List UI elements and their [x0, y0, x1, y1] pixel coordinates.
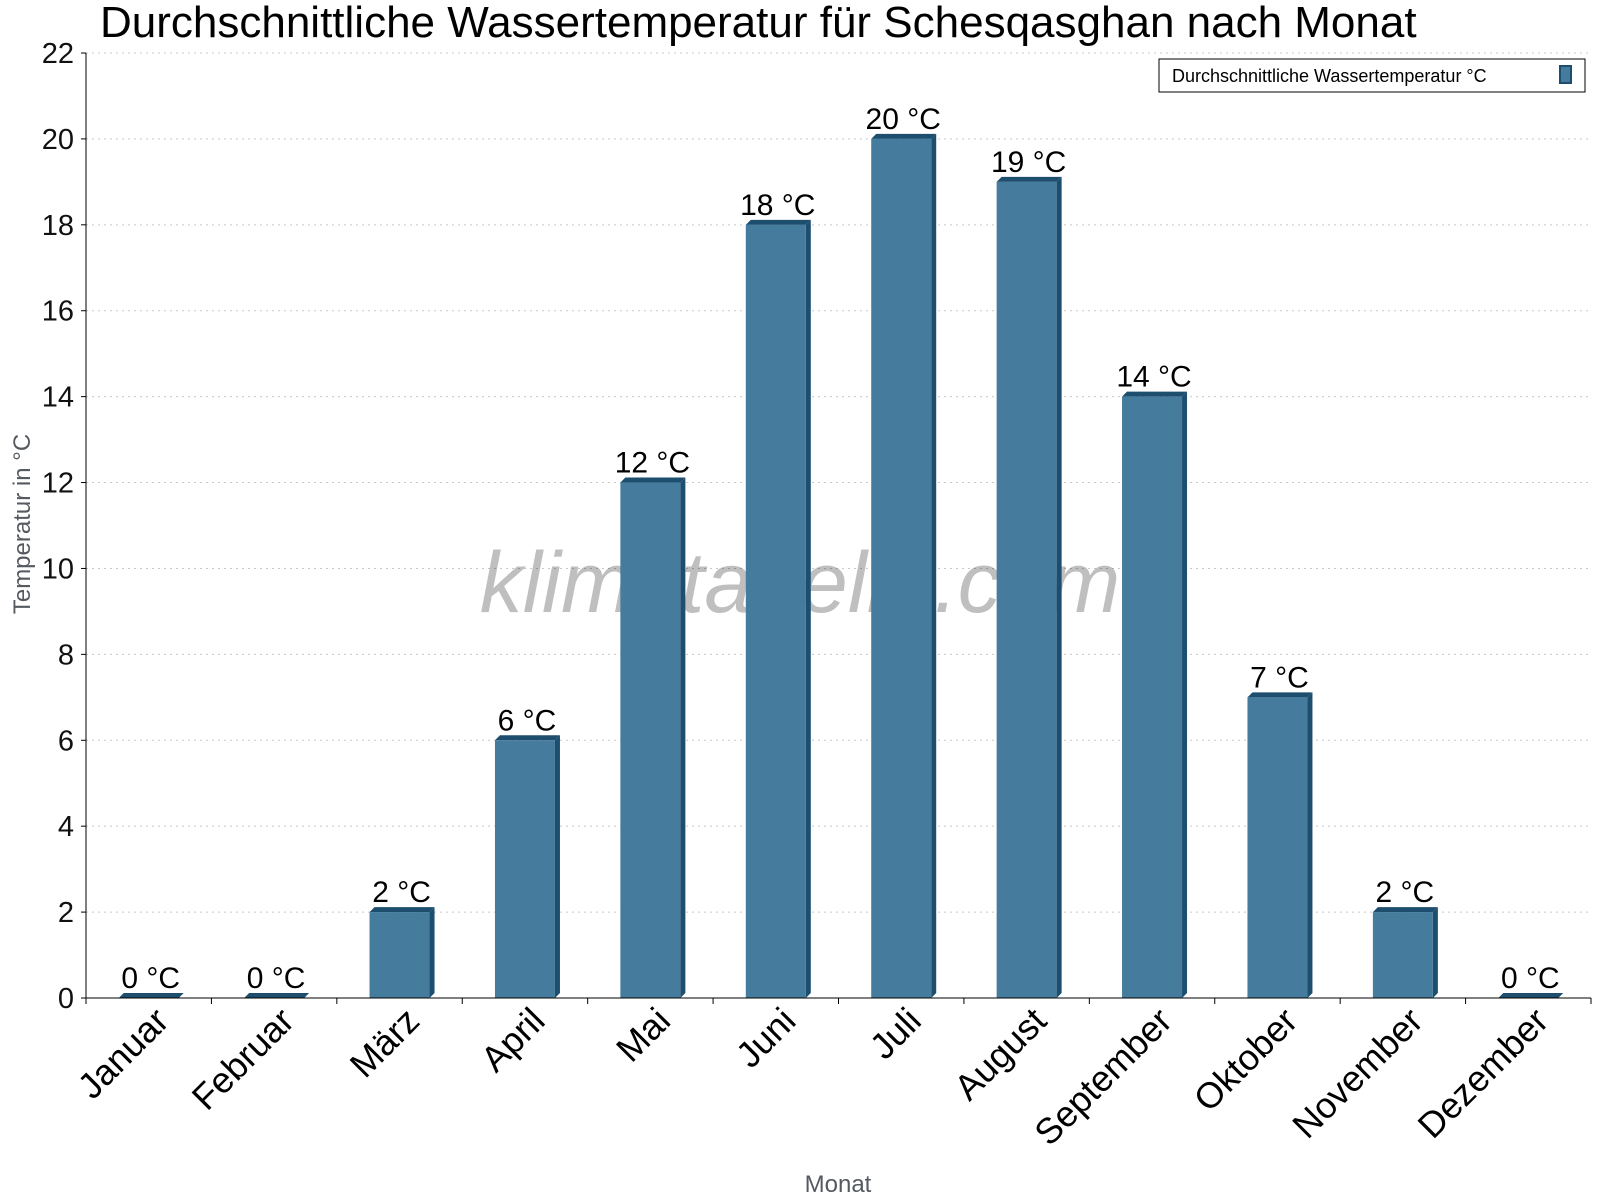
y-tick-label: 14 — [42, 382, 74, 414]
bar — [369, 912, 430, 998]
legend-swatch — [1559, 65, 1572, 84]
x-tick-label: März — [342, 1000, 428, 1086]
x-tick-label: April — [473, 1000, 553, 1080]
data-label: 6 °C — [498, 704, 557, 737]
bar-side — [931, 133, 937, 999]
bar — [745, 224, 806, 998]
x-tick-label: Januar — [70, 1000, 177, 1107]
bar-side — [1432, 907, 1438, 998]
bar-top — [620, 477, 686, 483]
bar — [494, 740, 555, 998]
bar-top — [871, 133, 937, 139]
bar-side — [1307, 692, 1313, 998]
data-label: 18 °C — [740, 189, 815, 222]
bar — [1372, 912, 1433, 998]
y-tick-label: 8 — [58, 639, 74, 671]
x-tick-label: Juni — [728, 1000, 804, 1076]
x-tick-label: August — [946, 1000, 1054, 1108]
axes — [81, 52, 1592, 1004]
y-tick-label: 22 — [42, 38, 74, 70]
y-tick-label: 18 — [42, 210, 74, 242]
data-label: 0 °C — [247, 962, 306, 995]
bar-top — [1372, 907, 1438, 913]
data-label: 14 °C — [1116, 361, 1191, 394]
y-tick-labels: 0 2 4 6 8 10 12 14 16 18 20 22 — [42, 38, 74, 1015]
y-tick-label: 2 — [58, 897, 74, 929]
bar-top — [244, 993, 310, 998]
x-tick-label: Juli — [862, 1000, 929, 1067]
y-tick-label: 20 — [42, 124, 74, 156]
data-label: 20 °C — [866, 103, 941, 136]
data-label: 0 °C — [1501, 962, 1560, 995]
chart-title: Durchschnittliche Wassertemperatur für S… — [100, 0, 1417, 47]
bar-top — [494, 735, 560, 741]
x-axis-title: Monat — [805, 1171, 872, 1198]
y-tick-label: 16 — [42, 296, 74, 328]
bar-side — [554, 735, 560, 998]
bar-side — [680, 477, 686, 999]
x-tick-label: Mai — [608, 1000, 678, 1070]
data-label: 2 °C — [372, 876, 431, 909]
bar-top — [1247, 692, 1313, 698]
bar — [1122, 396, 1183, 998]
y-tick-label: 10 — [42, 553, 74, 585]
data-label: 0 °C — [121, 962, 180, 995]
data-label: 7 °C — [1250, 661, 1309, 694]
y-tick-label: 4 — [58, 811, 74, 843]
bar — [1247, 697, 1308, 998]
legend: Durchschnittliche Wassertemperatur °C — [1158, 58, 1586, 93]
bar-top — [1498, 993, 1564, 998]
data-label: 2 °C — [1376, 876, 1435, 909]
bar-top — [996, 176, 1062, 182]
bar-top — [745, 219, 811, 225]
bar-top — [118, 993, 184, 998]
x-tick-labels: Januar Februar März April Mai Juni Juli AugustS… — [70, 1000, 1556, 1154]
bars — [118, 133, 1564, 999]
bar-side — [805, 219, 811, 998]
y-tick-label: 6 — [58, 725, 74, 757]
legend-box — [1158, 58, 1586, 93]
bar-top — [1122, 391, 1188, 397]
x-tick-label: Oktober — [1186, 1000, 1306, 1120]
x-tick-label: November — [1284, 1000, 1430, 1146]
data-labels: 0 °C 0 °C 2 °C 6 °C 12 °C 18 °C 20 °C 19 °C 14 °… — [121, 103, 1559, 995]
bar-top — [369, 907, 435, 913]
legend-label: Durchschnittliche Wassertemperatur °C — [1172, 66, 1487, 86]
grid-lines — [86, 52, 1591, 913]
bar-side — [1056, 176, 1062, 998]
x-tick-label: Dezember — [1410, 1000, 1556, 1146]
data-label: 19 °C — [991, 146, 1066, 179]
bar-side — [1182, 391, 1188, 998]
bar — [620, 482, 681, 999]
y-tick-label: 0 — [58, 983, 74, 1015]
y-tick-label: 12 — [42, 468, 74, 500]
y-axis-title: Temperatur in °C — [9, 434, 36, 614]
bar — [996, 181, 1057, 998]
bar — [871, 138, 932, 999]
x-tick-label: September — [1026, 1000, 1180, 1154]
data-label: 12 °C — [615, 447, 690, 480]
bar-side — [429, 907, 435, 998]
x-tick-label: Februar — [184, 1000, 302, 1118]
